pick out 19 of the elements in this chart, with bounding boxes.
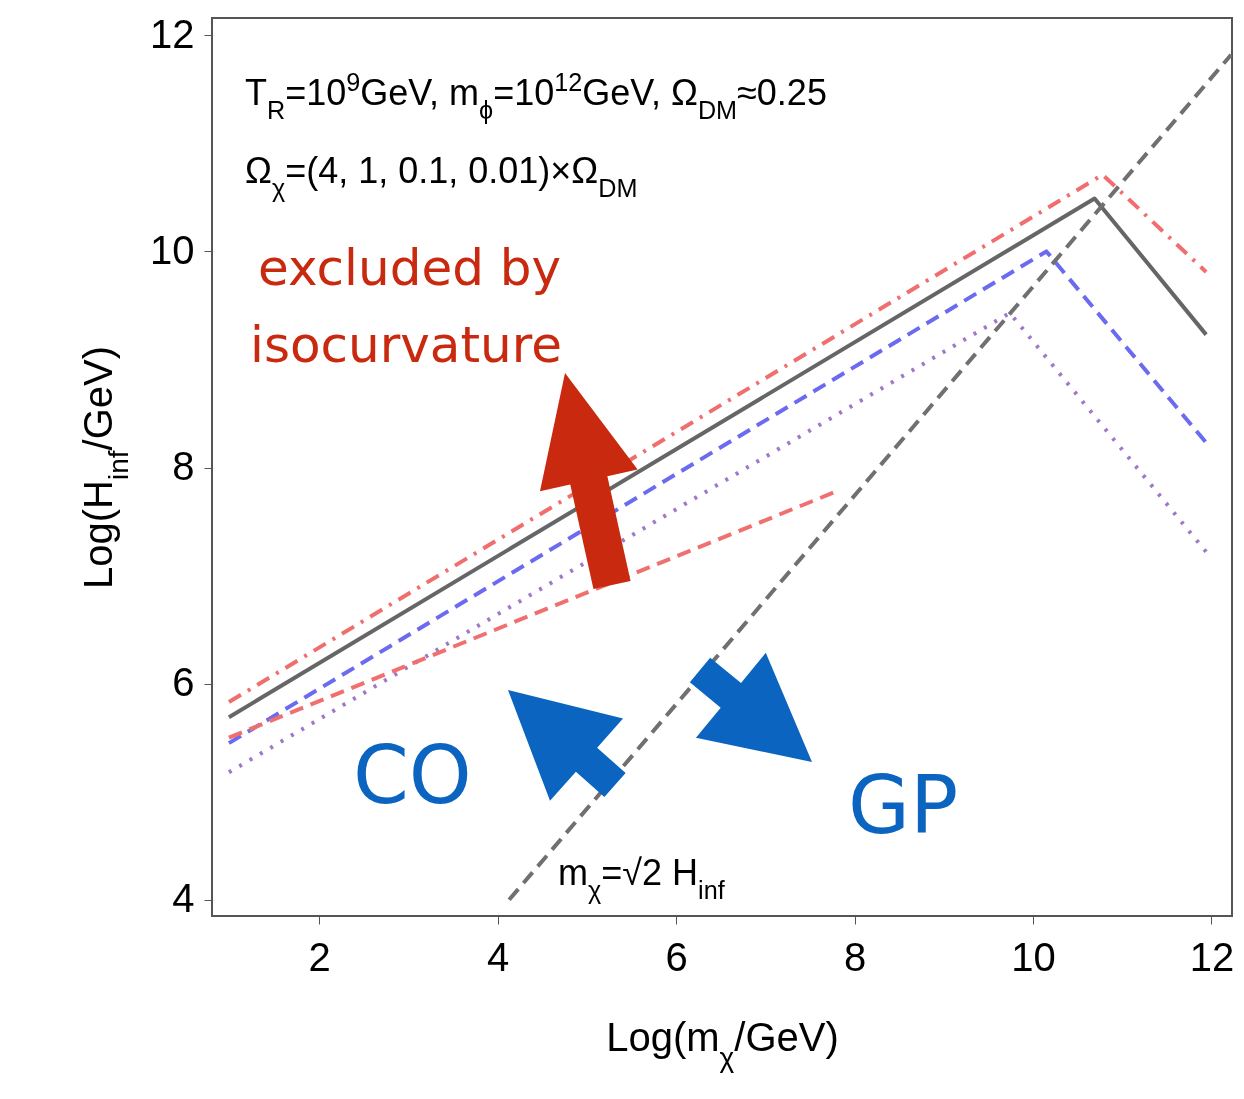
y-tick-label: 12 [150,11,195,56]
annotation: GP [848,759,959,852]
y-tick-label: 10 [150,227,195,272]
x-tick-label: 4 [486,934,510,979]
x-tick-label: 2 [308,934,331,979]
y-tick-label: 8 [172,444,195,489]
x-tick-label: 12 [1189,934,1235,979]
x-tick-label: 10 [1011,934,1056,979]
y-tick-label: 4 [172,876,195,921]
x-axis-title: Log(m$_{χ}$/GeV) [606,1014,839,1072]
annotation: Ω$_{χ}$=(4, 1, 0.1, 0.01)×Ω$_{DM}$ [245,150,638,202]
y-tick-label: 6 [172,660,195,705]
x-tick-label: 8 [843,934,867,979]
annotation: excluded by [258,239,562,297]
text: T$_{R}$=10$^{9}$GeV, m$_{ϕ}$=10$^{12}$GeV, Ω$_{DM}$≈0.25 [245,68,827,124]
annotation: m$_{χ}$=√2 H$_{inf}$ [558,852,726,904]
annotation: CO [353,729,472,822]
annotation: isocurvature [250,316,563,374]
x-tick-label: 6 [665,934,688,979]
